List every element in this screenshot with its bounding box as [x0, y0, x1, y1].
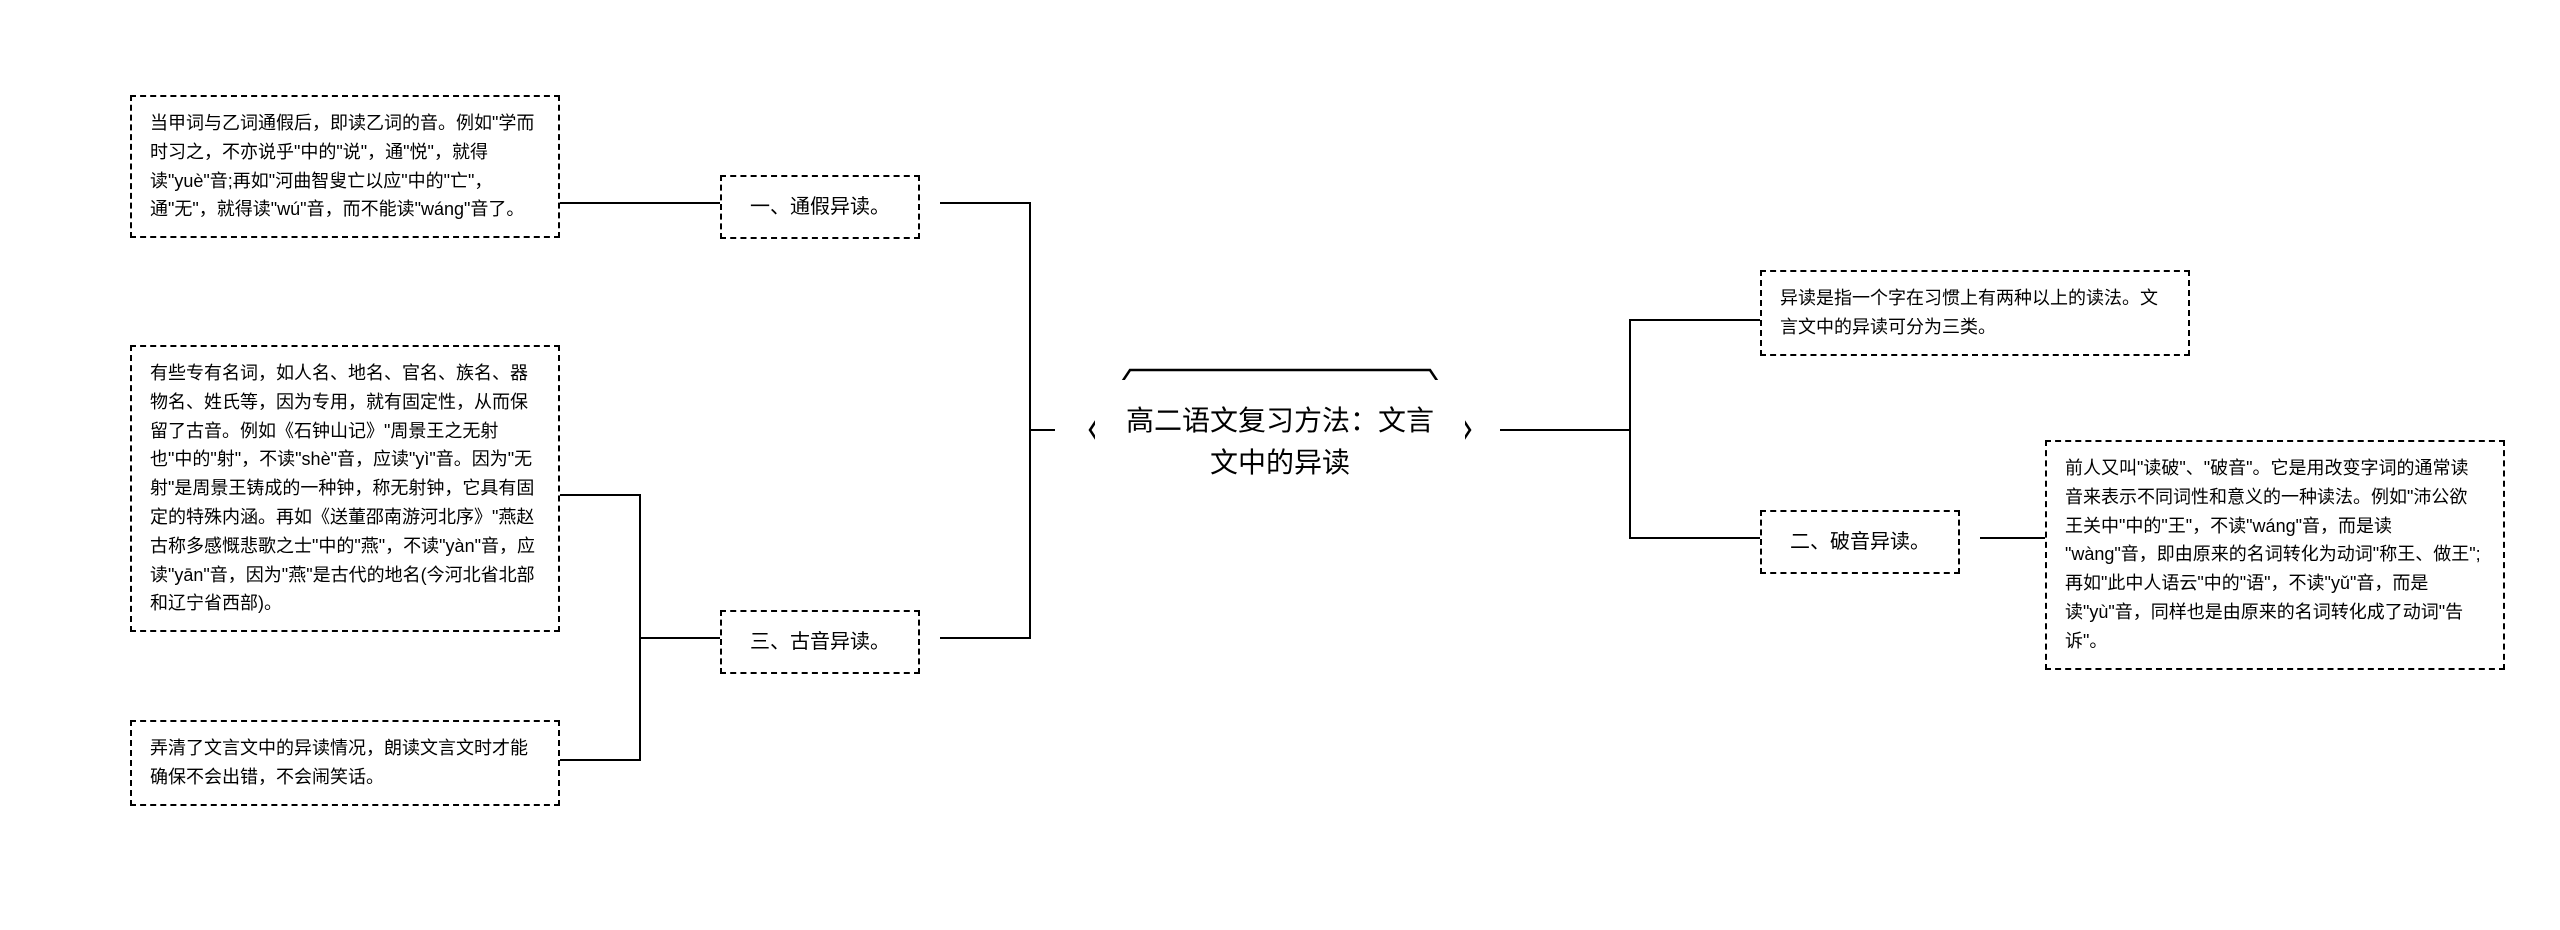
connector-title3-left: [560, 480, 720, 780]
desc2-text: 前人又叫"读破"、"破音"。它是用改变字词的通常读音来表示不同词性和意义的一种读…: [2065, 458, 2481, 651]
desc3b-node: 弄清了文言文中的异读情况，朗读文言文时才能确保不会出错，不会闹笑话。: [130, 720, 560, 806]
title2-text: 二、破音异读。: [1790, 531, 1930, 553]
center-text: 高二语文复习方法：文言文中的异读: [1126, 405, 1434, 478]
desc3b-text: 弄清了文言文中的异读情况，朗读文言文时才能确保不会出错，不会闹笑话。: [150, 738, 528, 787]
title2-node: 二、破音异读。: [1760, 510, 1960, 574]
intro-text: 异读是指一个字在习惯上有两种以上的读法。文言文中的异读可分为三类。: [1780, 288, 2158, 337]
title1-text: 一、通假异读。: [750, 196, 890, 218]
desc2-node: 前人又叫"读破"、"破音"。它是用改变字词的通常读音来表示不同词性和意义的一种读…: [2045, 440, 2505, 670]
title3-text: 三、古音异读。: [750, 631, 890, 653]
desc1-text: 当甲词与乙词通假后，即读乙词的音。例如"学而时习之，不亦说乎"中的"说"，通"悦…: [150, 113, 534, 219]
title1-node: 一、通假异读。: [720, 175, 920, 239]
desc3a-text: 有些专有名词，如人名、地名、官名、族名、器物名、姓氏等，因为专用，就有固定性，从…: [150, 363, 535, 613]
desc3a-node: 有些专有名词，如人名、地名、官名、族名、器物名、姓氏等，因为专用，就有固定性，从…: [130, 345, 560, 632]
desc1-node: 当甲词与乙词通假后，即读乙词的音。例如"学而时习之，不亦说乎"中的"说"，通"悦…: [130, 95, 560, 238]
title3-node: 三、古音异读。: [720, 610, 920, 674]
center-node: 高二语文复习方法：文言文中的异读: [1095, 380, 1465, 504]
connector-title2-desc2: [1980, 510, 2045, 570]
connector-title1-desc1: [560, 175, 720, 235]
intro-node: 异读是指一个字在习惯上有两种以上的读法。文言文中的异读可分为三类。: [1760, 270, 2190, 356]
connector-center-right: [1500, 270, 1760, 580]
connector-center-left: [940, 175, 1060, 675]
